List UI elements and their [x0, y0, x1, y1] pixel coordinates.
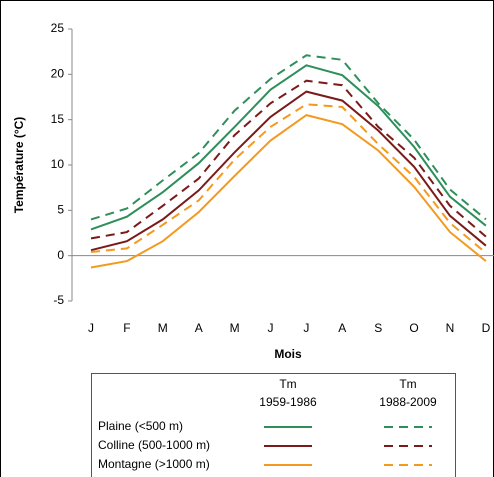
legend-header: Tm [279, 377, 296, 391]
x-tick-label: A [195, 321, 203, 335]
legend-header: Tm [399, 377, 416, 391]
legend-label: Montagne (>1000 m) [98, 457, 210, 471]
series-line [90, 114, 487, 269]
y-tick-label: 0 [57, 248, 64, 262]
series-line [90, 54, 487, 221]
x-tick-label: J [268, 321, 274, 335]
x-tick-label: F [123, 321, 130, 335]
y-tick-label: 15 [51, 112, 65, 126]
legend-box [91, 373, 456, 477]
x-tick-label: J [303, 321, 309, 335]
legend-header: 1988-2009 [379, 395, 437, 409]
y-axis-label: Température (°C) [12, 117, 26, 214]
legend-header: 1959-1986 [259, 395, 317, 409]
series-line [90, 103, 487, 254]
y-tick-label: 25 [51, 21, 65, 35]
x-tick-label: N [446, 321, 455, 335]
series-line [90, 64, 487, 231]
series-line [90, 79, 487, 240]
x-tick-label: M [158, 321, 168, 335]
x-tick-label: S [374, 321, 382, 335]
x-axis-label: Mois [274, 347, 302, 361]
series-line [90, 90, 487, 252]
y-tick-label: 10 [51, 157, 65, 171]
x-tick-label: D [482, 321, 491, 335]
y-tick-label: -5 [53, 293, 64, 307]
y-tick-label: 20 [51, 67, 65, 81]
legend-label: Colline (500-1000 m) [98, 438, 210, 452]
x-tick-label: A [338, 321, 346, 335]
y-tick-label: 5 [57, 203, 64, 217]
x-tick-label: M [230, 321, 240, 335]
x-tick-label: J [88, 321, 94, 335]
x-tick-label: O [409, 321, 418, 335]
legend-label: Plaine (<500 m) [98, 419, 183, 433]
